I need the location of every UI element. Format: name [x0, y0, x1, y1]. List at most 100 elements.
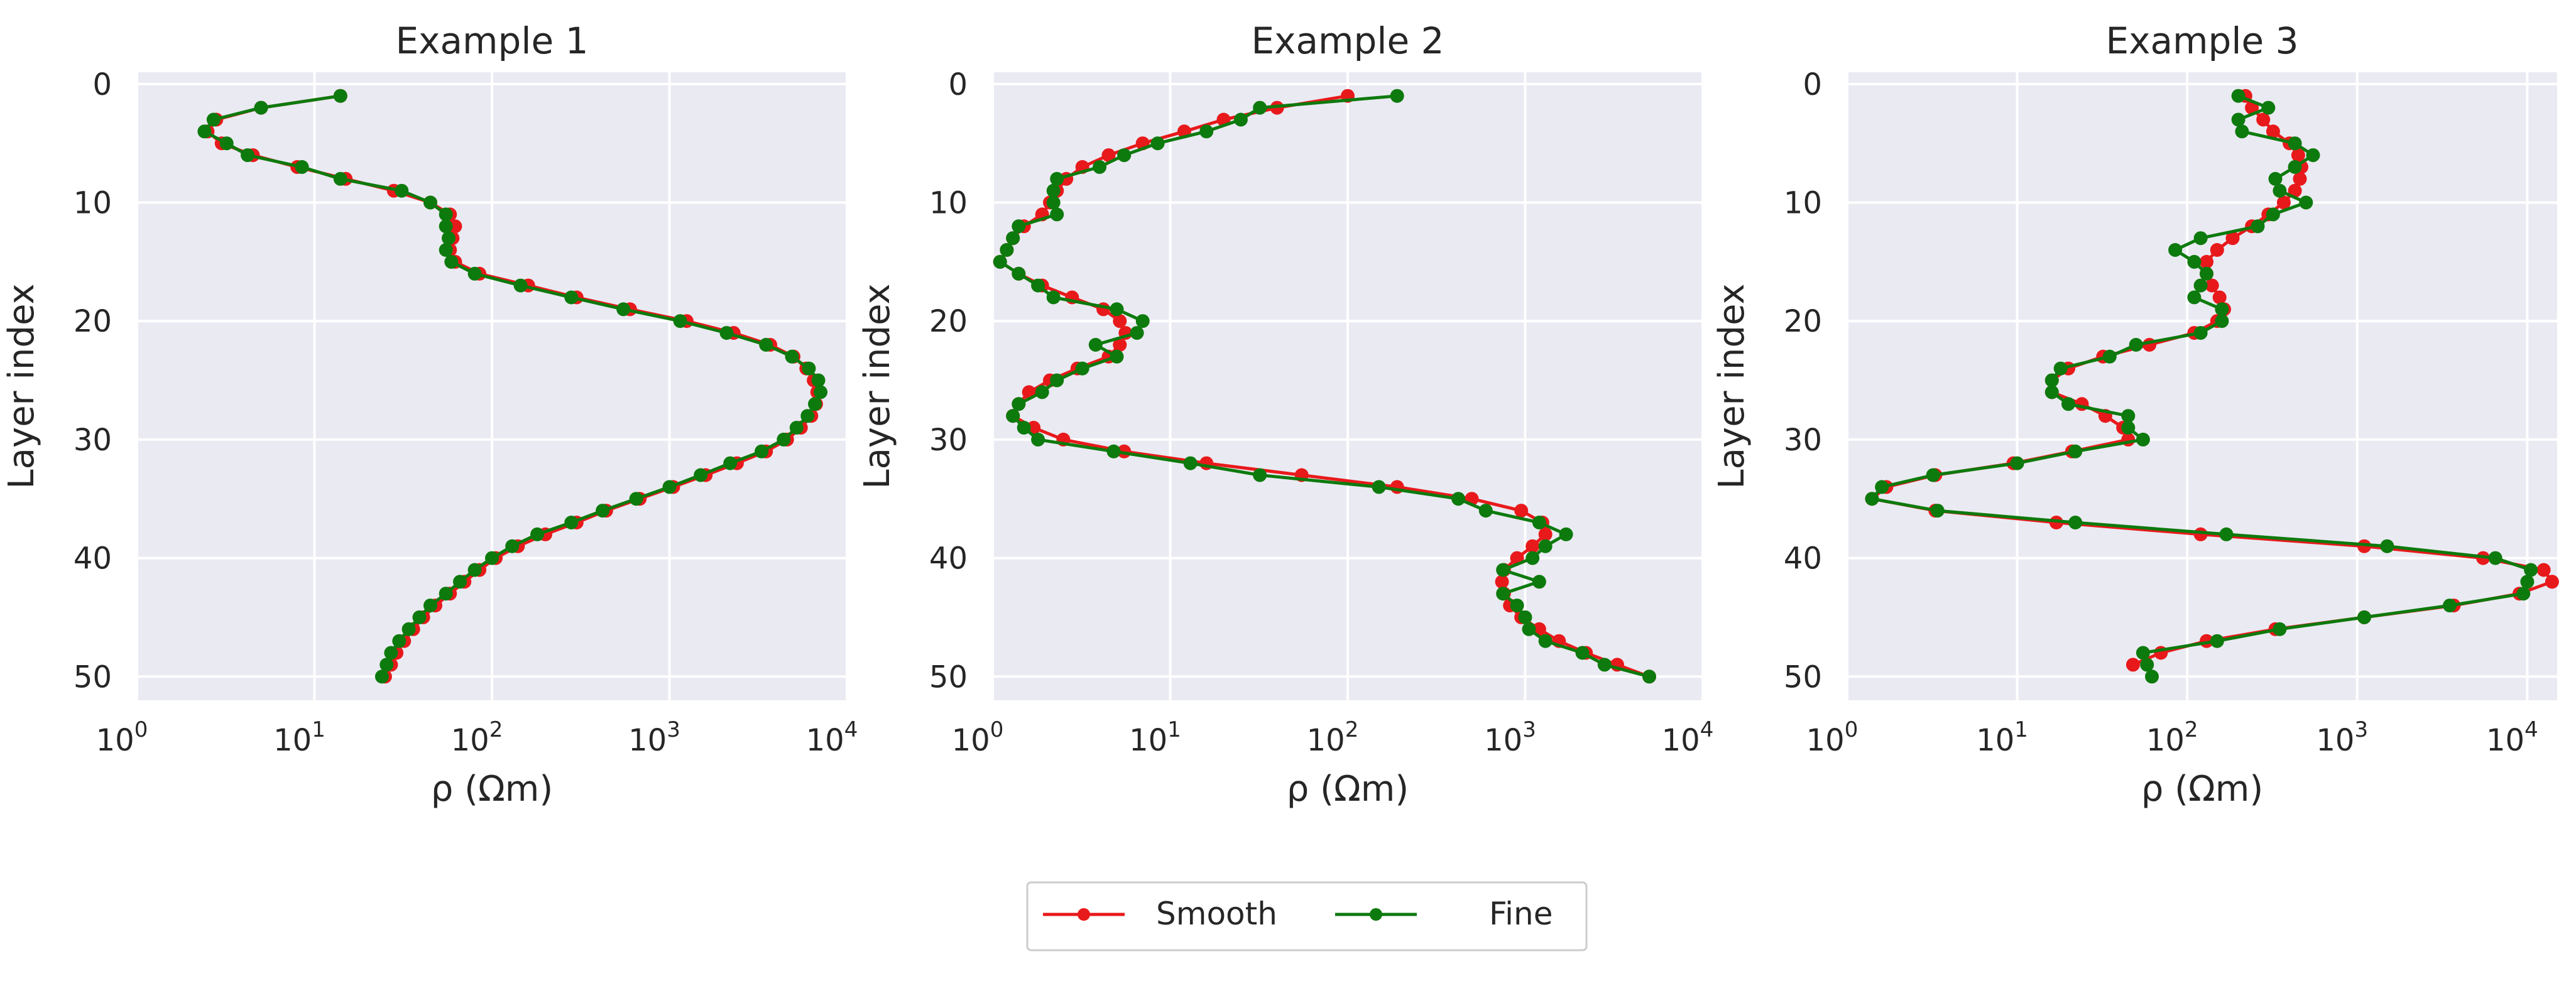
data-point-fine: [1117, 148, 1132, 163]
data-point-fine: [1451, 492, 1466, 506]
data-point-fine: [785, 349, 799, 364]
data-point-fine: [2261, 100, 2276, 115]
data-point-fine: [1538, 634, 1553, 648]
data-point-fine: [629, 492, 643, 506]
data-point-fine: [2140, 658, 2154, 672]
data-point-fine: [197, 124, 212, 139]
data-point-fine: [379, 658, 394, 672]
data-point-fine: [2524, 563, 2538, 577]
data-point-fine: [453, 575, 467, 589]
data-point-fine: [1233, 112, 1248, 127]
data-point-fine: [1518, 610, 1532, 624]
data-point-fine: [814, 385, 827, 399]
data-point-fine: [2288, 136, 2302, 151]
legend: Smooth Fine: [1026, 881, 1588, 951]
data-point-fine: [1372, 480, 1386, 494]
data-point-fine: [439, 207, 453, 222]
legend-fine-label: Fine: [1489, 896, 1553, 932]
y-axis-label: Layer index: [1, 283, 42, 489]
x-tick-label: 101: [273, 717, 325, 758]
data-point-fine: [2168, 243, 2183, 257]
data-point-fine: [802, 361, 816, 376]
data-point-fine: [254, 100, 268, 115]
data-point-fine: [384, 646, 398, 660]
data-point-fine: [564, 516, 579, 529]
data-point-fine: [1017, 421, 1031, 435]
data-point-fine: [439, 219, 453, 234]
data-point-fine: [423, 195, 437, 210]
data-point-fine: [1031, 432, 1045, 447]
data-point-fine: [1597, 658, 1612, 672]
y-tick-label: 10: [74, 186, 112, 221]
data-point-fine: [1093, 160, 1107, 174]
data-point-fine: [444, 254, 459, 269]
data-point-fine: [1012, 266, 1026, 281]
data-point-fine: [2219, 527, 2234, 541]
data-point-fine: [2121, 421, 2136, 435]
data-point-smooth: [1113, 314, 1127, 328]
data-point-fine: [2121, 409, 2136, 423]
data-point-fine: [2145, 669, 2159, 684]
data-point-fine: [1075, 361, 1089, 376]
x-tick-label: 103: [1484, 717, 1536, 758]
data-point-fine: [513, 278, 528, 293]
data-point-fine: [2193, 278, 2208, 293]
data-point-fine: [2102, 349, 2117, 364]
data-point-fine: [1050, 171, 1064, 186]
data-point-fine: [1496, 587, 1510, 601]
data-point-fine: [2129, 338, 2143, 352]
data-point-fine: [219, 136, 234, 151]
y-tick-label: 20: [1784, 304, 1822, 339]
data-point-smooth: [2536, 563, 2551, 577]
x-tick-label: 103: [628, 717, 680, 758]
data-point-fine: [1183, 456, 1198, 470]
series-fine: [197, 89, 827, 684]
data-point-fine: [1046, 195, 1061, 210]
data-point-fine: [1478, 504, 1493, 518]
data-point-fine: [2215, 314, 2229, 328]
data-point-fine: [333, 89, 347, 103]
data-point-fine: [1199, 124, 1214, 139]
data-point-fine: [467, 266, 482, 281]
data-point-fine: [1930, 504, 1945, 518]
x-tick-label: 100: [1806, 717, 1858, 758]
data-point-fine: [1130, 326, 1144, 340]
x-tick-label: 103: [2316, 717, 2368, 758]
y-tick-label: 0: [92, 67, 112, 102]
data-point-fine: [439, 243, 453, 257]
data-point-smooth: [2126, 658, 2140, 672]
data-point-smooth: [1101, 148, 1116, 163]
y-tick-label: 30: [74, 423, 112, 458]
data-point-fine: [2200, 266, 2213, 281]
data-point-fine: [1875, 480, 1889, 494]
data-point-fine: [1046, 183, 1061, 198]
data-point-fine: [1253, 468, 1267, 482]
x-tick-label: 104: [806, 717, 858, 758]
chart-title: Example 2: [1252, 19, 1444, 62]
y-tick-label: 40: [1784, 541, 1822, 577]
data-point-fine: [2044, 385, 2059, 399]
x-tick-label: 101: [1129, 717, 1181, 758]
data-point-fine: [2520, 575, 2535, 589]
data-point-smooth: [2245, 100, 2259, 115]
data-point-fine: [392, 634, 407, 648]
data-point-fine: [2251, 219, 2265, 234]
panel-3: 100 101 102 103 104 0 10 20 30 40 50 Example 3 ρ (Ωm…: [1711, 19, 2559, 810]
data-point-smooth: [2210, 243, 2224, 257]
y-tick-label: 40: [74, 541, 112, 577]
data-point-fine: [616, 302, 631, 317]
data-point-fine: [1006, 409, 1020, 423]
data-point-fine: [439, 587, 453, 601]
panel-2: 100 101 102 103 104 0 10 20 30 40 50 Example 2 ρ (Ωm…: [857, 19, 1713, 810]
data-point-fine: [2306, 148, 2320, 163]
y-tick-label: 50: [929, 659, 968, 695]
data-point-fine: [1035, 385, 1049, 399]
data-point-fine: [1496, 563, 1510, 577]
y-tick-label: 10: [1784, 186, 1822, 221]
data-point-fine: [2068, 516, 2083, 529]
data-point-fine: [2053, 361, 2068, 376]
data-point-fine: [423, 599, 437, 613]
data-point-fine: [1110, 302, 1124, 317]
data-point-fine: [2061, 397, 2075, 411]
data-point-fine: [395, 183, 409, 198]
